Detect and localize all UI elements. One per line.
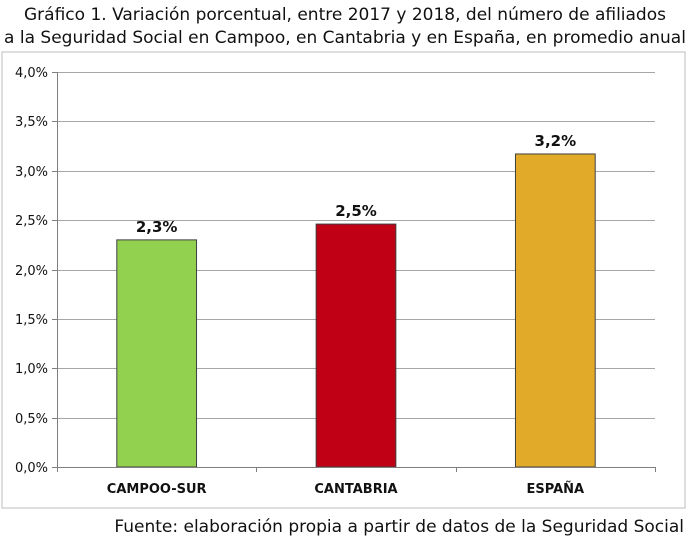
- x-axis: CAMPOO-SUR CANTABRIA ESPAÑA: [57, 467, 656, 497]
- y-tick-label: 3,0%: [15, 165, 48, 180]
- y-tick-label: 3,5%: [15, 115, 48, 130]
- bar: [315, 223, 397, 468]
- chart-title-line-1: Gráfico 1. Variación porcentual, entre 2…: [24, 5, 666, 25]
- y-tick-label: 0,5%: [15, 412, 48, 427]
- y-tick-label: 1,0%: [15, 362, 48, 377]
- data-label: 2,3%: [136, 218, 178, 236]
- x-category-label: CANTABRIA: [314, 482, 397, 497]
- x-category-label: CAMPOO-SUR: [107, 482, 207, 497]
- data-labels: 2,3% 2,5% 3,2%: [136, 132, 576, 236]
- y-tick-label: 2,5%: [15, 214, 48, 229]
- y-tick-label: 4,0%: [15, 66, 48, 81]
- y-tick-label: 0,0%: [15, 461, 48, 476]
- y-axis: 0,0% 0,5% 1,0% 1,5% 2,0% 2,5% 3,0% 3,5% 4,0%: [15, 66, 58, 476]
- y-tick-label: 2,0%: [15, 264, 48, 279]
- data-label: 3,2%: [535, 132, 577, 150]
- bar: [514, 153, 596, 468]
- chart-title-line-2: a la Seguridad Social en Campoo, en Cant…: [4, 28, 686, 48]
- data-label: 2,5%: [335, 202, 377, 220]
- source-note: Fuente: elaboración propia a partir de d…: [114, 517, 684, 537]
- bars: [116, 153, 596, 468]
- bar: [116, 239, 198, 468]
- chart-title: Gráfico 1. Variación porcentual, entre 2…: [0, 4, 690, 50]
- chart-frame: [1, 51, 686, 509]
- y-tick-label: 1,5%: [15, 313, 48, 328]
- x-category-label: ESPAÑA: [527, 481, 585, 497]
